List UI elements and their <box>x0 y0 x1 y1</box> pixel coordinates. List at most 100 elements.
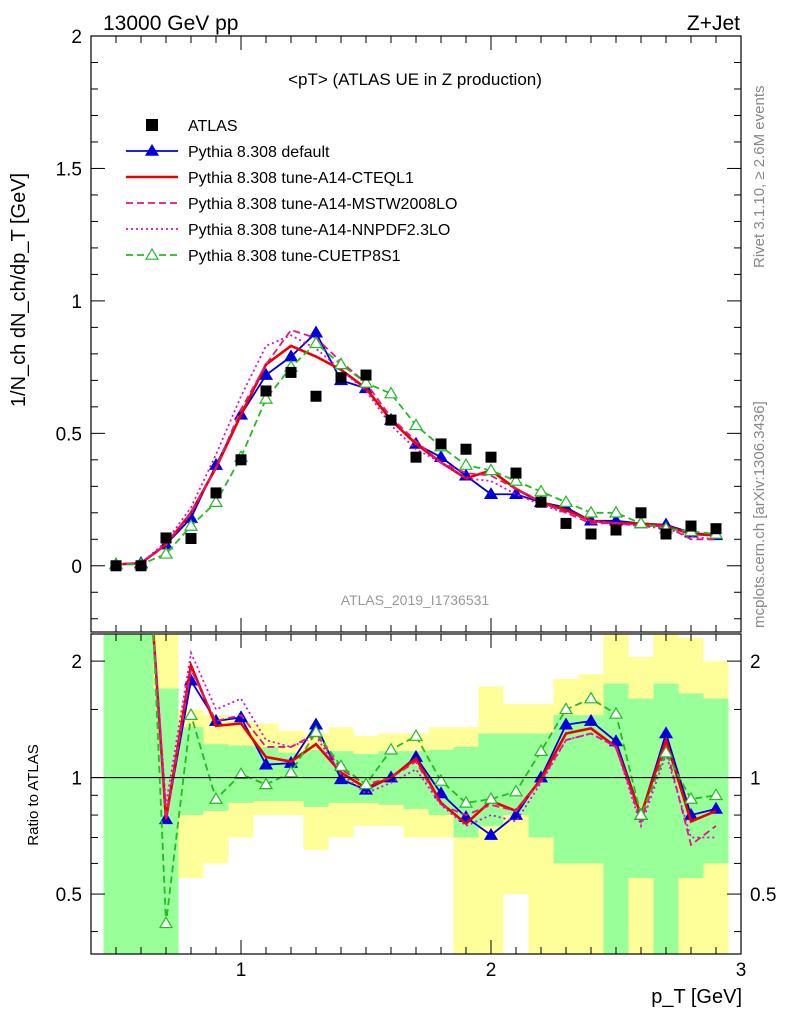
y-tick-label: 0 <box>71 557 82 578</box>
data-point <box>335 372 347 384</box>
series-marker <box>308 325 324 338</box>
legend-label: Pythia 8.308 tune-A14-MSTW2008LO <box>188 196 457 213</box>
ratio-marker <box>608 706 624 719</box>
series-marker <box>358 375 374 388</box>
ratio-marker <box>458 795 474 808</box>
y-tick-label: 1 <box>71 292 82 313</box>
ratio-marker <box>508 807 524 820</box>
x-tick-label: 2 <box>486 960 497 981</box>
ratio-band-inner <box>653 683 679 954</box>
data-point <box>160 532 172 544</box>
data-point <box>310 390 322 402</box>
ratio-band-inner <box>553 715 579 864</box>
series-marker <box>558 495 574 508</box>
data-point <box>585 528 597 540</box>
ratio-marker <box>483 827 499 840</box>
ratio-axis-label: Ratio to ATLAS <box>25 744 42 845</box>
ratio-marker <box>258 777 274 790</box>
ratio-band-inner <box>178 727 204 816</box>
series-marker <box>408 418 424 431</box>
header-right: Z+Jet <box>687 12 740 35</box>
ratio-marker <box>333 759 349 772</box>
analysis-label: ATLAS_2019_I1736531 <box>341 592 490 608</box>
x-tick-label: 3 <box>736 960 747 981</box>
data-point <box>635 507 647 519</box>
data-point <box>385 414 397 426</box>
ratio-band-inner <box>603 683 629 954</box>
data-point <box>410 451 422 463</box>
ratio-marker <box>558 717 574 730</box>
plot-title: <pT> (ATLAS UE in Z production) <box>288 70 542 89</box>
data-point <box>260 385 272 397</box>
ratio-marker <box>708 788 724 801</box>
series-marker <box>458 457 474 470</box>
ratio-tick-label-right: 2 <box>750 652 761 673</box>
ratio-marker <box>708 801 724 814</box>
series-line <box>115 328 716 566</box>
ratio-marker <box>533 744 549 756</box>
ratio-marker <box>683 791 699 804</box>
ratio-marker <box>333 772 349 785</box>
main-series <box>108 325 724 572</box>
legend-label: Pythia 8.308 tune-A14-CTEQL1 <box>188 170 414 187</box>
data-point <box>710 523 722 535</box>
y-tick-label: 1.5 <box>56 159 82 180</box>
series-marker <box>258 367 274 380</box>
ratio-tick-label: 2 <box>71 652 82 673</box>
series-marker <box>608 505 624 518</box>
ratio-line <box>152 633 716 839</box>
axis-ticks: 1 2 3 0 0.5 1 1.5 2 0.5 0.5 1 1 2 2 <box>56 27 777 981</box>
legend-label: Pythia 8.308 tune-CUETP8S1 <box>188 248 401 265</box>
legend-label: Pythia 8.308 default <box>188 144 330 161</box>
data-point <box>185 532 197 544</box>
series-marker <box>333 357 349 370</box>
series-line <box>115 334 717 566</box>
legend-label: ATLAS <box>188 118 238 135</box>
ratio-marker <box>633 807 649 820</box>
ratio-marker <box>308 725 324 738</box>
series-marker <box>583 505 599 518</box>
data-point <box>435 438 447 450</box>
data-point <box>685 520 697 532</box>
ratio-tick-label: 1 <box>71 769 82 790</box>
legend-marker <box>144 143 160 156</box>
data-point <box>660 528 672 540</box>
ratio-series <box>152 633 724 929</box>
data-point <box>110 560 122 572</box>
data-point <box>510 467 522 479</box>
data-point <box>560 517 572 529</box>
series-marker <box>158 546 174 559</box>
series-marker <box>533 484 549 497</box>
ratio-marker <box>258 757 274 770</box>
ratio-tick-label-right: 0.5 <box>750 885 776 906</box>
ratio-marker <box>383 742 399 755</box>
series-marker <box>258 391 274 404</box>
data-point <box>285 366 297 378</box>
legend-marker <box>144 247 160 260</box>
ratio-marker <box>433 773 449 786</box>
ratio-band-inner <box>578 715 604 864</box>
ratio-tick-label-right: 1 <box>750 769 761 790</box>
ratio-marker <box>208 791 224 804</box>
data-point <box>610 524 622 536</box>
series-marker <box>183 518 199 531</box>
ratio-marker <box>458 810 474 822</box>
ratio-band-inner <box>128 634 154 954</box>
ratio-marker <box>158 916 174 929</box>
ratio-band-inner <box>303 749 329 807</box>
series-marker <box>208 495 224 508</box>
data-point <box>535 496 547 508</box>
legend: ATLAS Pythia 8.308 default Pythia 8.308 tu… <box>126 118 457 265</box>
data-point <box>360 369 372 381</box>
ratio-band-inner <box>703 698 729 864</box>
header-left: 13000 GeV pp <box>103 12 238 35</box>
series-marker <box>383 386 399 399</box>
legend-marker-data <box>146 119 158 131</box>
data-point <box>485 451 497 463</box>
ratio-marker <box>583 713 599 726</box>
ratio-marker <box>283 765 299 778</box>
ratio-marker <box>583 691 599 704</box>
ratio-marker <box>508 784 524 797</box>
ratio-marker <box>233 767 249 780</box>
